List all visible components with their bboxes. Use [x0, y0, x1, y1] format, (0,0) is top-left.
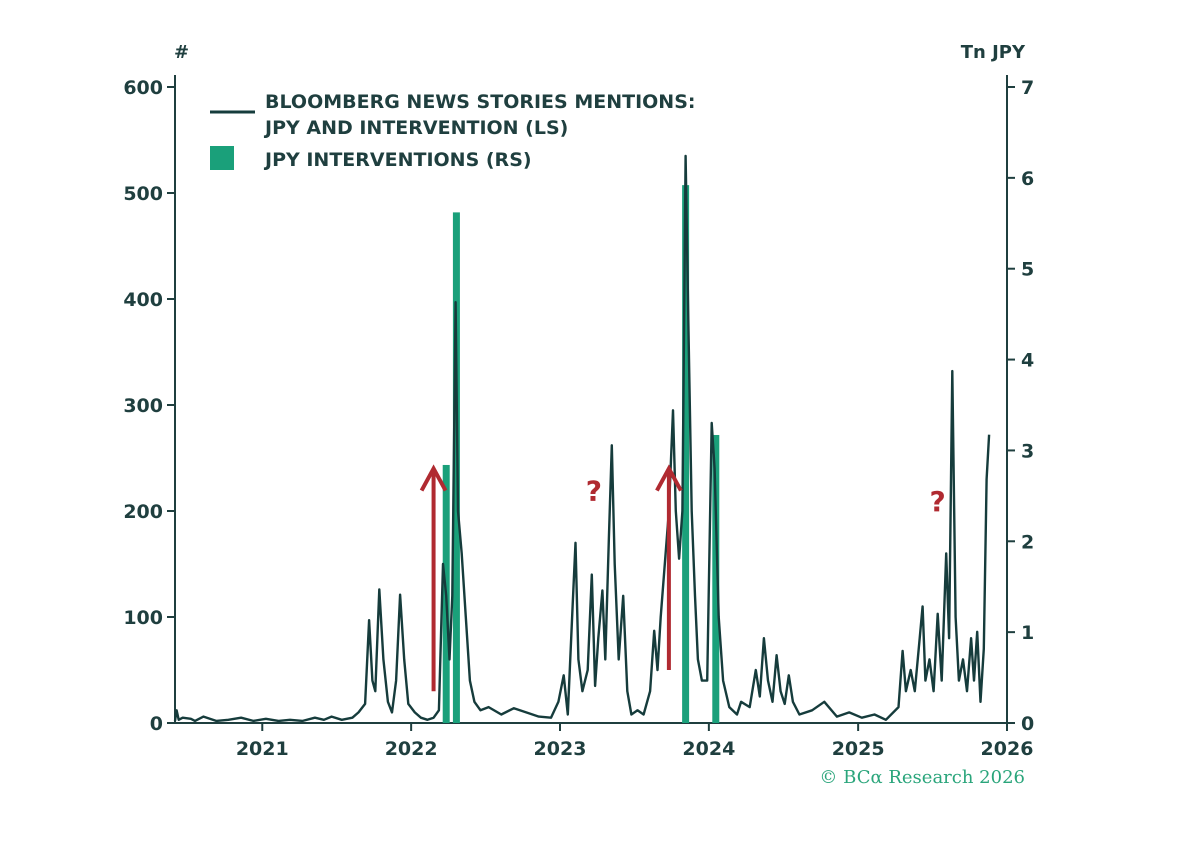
right-tick-label: 2 — [1021, 531, 1034, 553]
left-tick-label: 100 — [123, 607, 163, 629]
right-tick-label: 7 — [1021, 77, 1034, 99]
legend-bar-label: JPY INTERVENTIONS (RS) — [263, 149, 532, 171]
intervention-bars — [442, 185, 720, 723]
right-tick-label: 5 — [1021, 259, 1034, 281]
right-axis-ticks: 0 1 2 3 4 5 6 7 — [1007, 77, 1034, 735]
right-tick-label: 0 — [1021, 713, 1034, 735]
left-tick-label: 200 — [123, 501, 163, 523]
left-tick-label: 400 — [123, 289, 163, 311]
x-tick-label: 2021 — [236, 738, 289, 760]
left-tick-label: 0 — [150, 713, 163, 735]
legend-line-label-2: JPY AND INTERVENTION (LS) — [263, 117, 568, 139]
right-tick-label: 3 — [1021, 440, 1034, 462]
left-axis-unit: # — [174, 42, 189, 63]
legend-bar-swatch — [210, 146, 234, 170]
left-axis-ticks: 0 100 200 300 400 500 600 — [123, 77, 175, 735]
x-tick-label: 2025 — [832, 738, 885, 760]
legend: BLOOMBERG NEWS STORIES MENTIONS: JPY AND… — [210, 91, 696, 171]
left-tick-label: 300 — [123, 395, 163, 417]
source-credit: © BCα Research 2026 — [819, 767, 1025, 788]
x-tick-label: 2022 — [385, 738, 438, 760]
red-arrow-head — [655, 464, 683, 492]
x-tick-label: 2026 — [981, 738, 1034, 760]
x-tick-label: 2023 — [534, 738, 587, 760]
x-axis-ticks: 2021 2022 2023 2024 2025 2026 — [236, 723, 1034, 760]
right-axis-unit: Tn JPY — [961, 42, 1026, 63]
news-mentions-path — [173, 154, 991, 723]
x-tick-label: 2024 — [682, 738, 735, 760]
question-mark-annotation: ? — [586, 474, 602, 507]
intervention-bar — [682, 185, 690, 723]
red-arrow-head — [419, 464, 448, 492]
news-mentions-line — [173, 154, 991, 723]
left-tick-label: 500 — [123, 183, 163, 205]
intervention-bar — [712, 434, 720, 723]
right-tick-label: 4 — [1021, 350, 1034, 372]
left-tick-label: 600 — [123, 77, 163, 99]
right-tick-label: 1 — [1021, 622, 1034, 644]
right-tick-label: 6 — [1021, 168, 1034, 190]
question-mark-annotation: ? — [930, 485, 946, 518]
annotations: ?? — [419, 464, 946, 692]
legend-line-label-1: BLOOMBERG NEWS STORIES MENTIONS: — [265, 91, 696, 113]
